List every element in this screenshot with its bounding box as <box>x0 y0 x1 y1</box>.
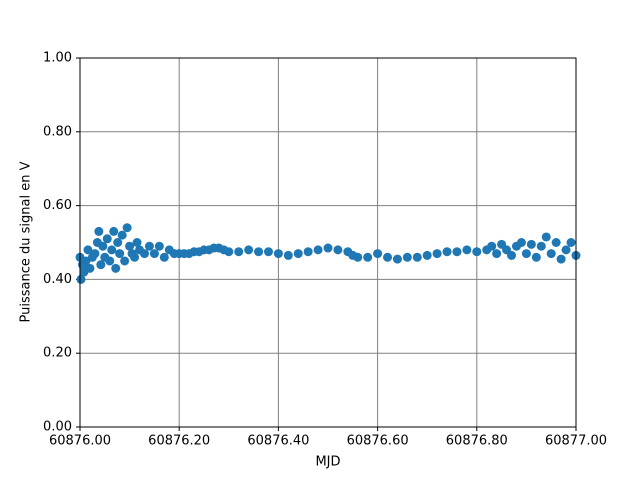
point <box>144 241 154 251</box>
point <box>323 243 333 253</box>
point <box>566 238 576 247</box>
point <box>521 249 531 259</box>
point <box>392 254 402 264</box>
point <box>492 249 502 259</box>
point <box>254 247 264 257</box>
point <box>353 252 363 262</box>
point <box>120 256 130 266</box>
point <box>472 247 482 257</box>
point <box>402 252 412 262</box>
point <box>115 249 125 259</box>
point <box>263 247 273 257</box>
point <box>234 247 244 257</box>
point <box>159 252 169 262</box>
plot-frame <box>79 57 577 428</box>
point <box>551 238 561 247</box>
point <box>139 249 149 259</box>
point <box>546 249 556 259</box>
y-tick-label: 1.00 <box>43 51 72 66</box>
point <box>273 249 283 259</box>
point <box>293 249 303 259</box>
point <box>507 250 517 260</box>
point <box>76 274 86 284</box>
point <box>422 250 432 260</box>
point <box>373 249 383 259</box>
point <box>96 260 106 270</box>
point <box>526 239 536 249</box>
point <box>412 252 422 262</box>
point <box>102 234 112 244</box>
x-tick-label: 60876.80 <box>446 434 508 449</box>
point <box>109 226 119 236</box>
point <box>98 241 108 251</box>
point <box>556 254 566 264</box>
point <box>85 263 95 273</box>
point <box>117 230 127 240</box>
point <box>132 238 142 247</box>
point <box>487 241 497 251</box>
point <box>83 245 93 255</box>
y-tick-label: 0.40 <box>43 272 72 287</box>
point <box>313 245 323 255</box>
x-tick-label: 60877.00 <box>545 434 607 449</box>
point <box>125 241 135 251</box>
point <box>154 241 164 251</box>
x-tick-label: 60876.60 <box>347 434 409 449</box>
point <box>432 249 442 259</box>
point <box>452 247 462 257</box>
x-tick-label: 60876.20 <box>148 434 210 449</box>
y-tick-label: 0.00 <box>43 420 72 435</box>
x-tick-label: 60876.00 <box>49 434 111 449</box>
point <box>531 252 541 262</box>
point <box>303 247 313 257</box>
point <box>122 223 132 233</box>
point <box>224 247 234 257</box>
point <box>541 232 551 242</box>
x-tick-label: 60876.40 <box>247 434 309 449</box>
point <box>536 241 546 251</box>
y-tick-label: 0.80 <box>43 124 72 139</box>
point <box>363 252 373 262</box>
point <box>130 252 140 262</box>
point <box>113 238 123 247</box>
point <box>516 238 526 247</box>
point <box>283 250 293 260</box>
point <box>105 256 115 266</box>
point <box>111 263 121 273</box>
y-axis-label: Puissance du signal en V <box>19 161 34 322</box>
point <box>561 245 571 255</box>
x-axis-label: MJD <box>315 455 340 470</box>
point <box>442 247 452 257</box>
point <box>94 226 104 236</box>
point <box>333 245 343 255</box>
point <box>90 249 100 259</box>
point <box>107 245 117 255</box>
y-tick-label: 0.20 <box>43 346 72 361</box>
y-tick-label: 0.60 <box>43 198 72 213</box>
point <box>462 245 472 255</box>
point <box>383 252 393 262</box>
point <box>149 249 159 259</box>
point <box>244 245 254 255</box>
